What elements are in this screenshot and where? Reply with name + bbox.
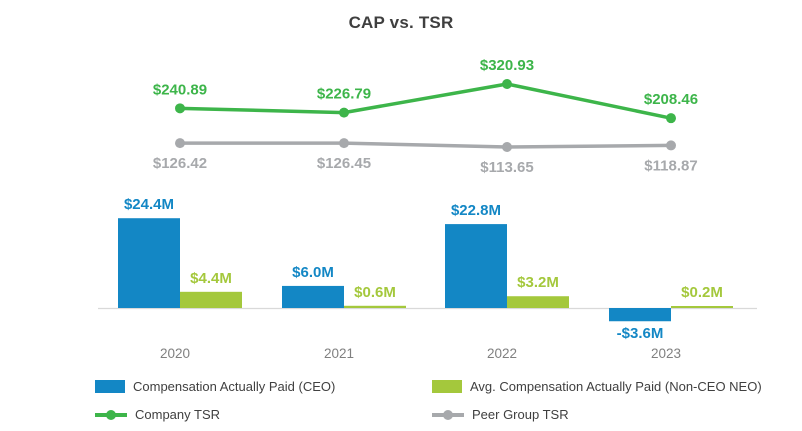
- line-label-peer-tsr-2023: $118.87: [644, 157, 697, 174]
- axis-label-2021: 2021: [324, 346, 354, 361]
- bar-neo-2020: [180, 291, 242, 308]
- chart-legend: Compensation Actually Paid (CEO) Avg. Co…: [95, 379, 767, 422]
- bar-label-ceo-2020: $24.4M: [124, 196, 174, 213]
- chart-title: CAP vs. TSR: [348, 13, 454, 32]
- bar-neo-2021: [344, 305, 406, 308]
- peer-tsr-dot-icon: [443, 409, 453, 420]
- axis-label-2022: 2022: [487, 346, 517, 361]
- legend-label-cap-ceo: Compensation Actually Paid (CEO): [133, 379, 336, 394]
- legend-item-cap-neo: Avg. Compensation Actually Paid (Non-CEO…: [432, 379, 767, 394]
- line-company-tsr: [178, 82, 673, 120]
- bar-ceo-2020: [118, 218, 180, 308]
- legend-label-company-tsr: Company TSR: [135, 407, 221, 422]
- axis-label-2020: 2020: [160, 346, 190, 361]
- marker-peer-tsr-2022: [502, 142, 512, 152]
- bar-label-ceo-2021: $6.0M: [292, 264, 334, 281]
- line-label-peer-tsr-2022: $113.65: [480, 159, 533, 176]
- bar-label-ceo-2023: -$3.6M: [617, 325, 664, 342]
- marker-peer-tsr-2023: [666, 140, 676, 151]
- bar-ceo-2023: [609, 308, 671, 322]
- line-label-peer-tsr-2021: $126.45: [317, 155, 371, 172]
- peer-tsr-swatch: [432, 408, 464, 421]
- legend-item-company-tsr: Company TSR: [95, 407, 432, 422]
- neo-bar-swatch: [432, 380, 462, 393]
- legend-item-cap-ceo: Compensation Actually Paid (CEO): [95, 379, 432, 394]
- line-label-company-tsr-2023: $208.46: [644, 91, 698, 108]
- bar-neo-2023: [671, 306, 733, 308]
- marker-company-tsr-2021: [339, 107, 349, 118]
- marker-peer-tsr-2021: [339, 138, 349, 149]
- line-label-peer-tsr-2020: $126.42: [153, 155, 207, 172]
- bar-label-neo-2021: $0.6M: [354, 284, 396, 301]
- bar-label-neo-2023: $0.2M: [681, 284, 723, 301]
- company-tsr-swatch: [95, 408, 127, 421]
- legend-item-peer-tsr: Peer Group TSR: [432, 407, 767, 422]
- bar-neo-2022: [507, 296, 569, 308]
- marker-company-tsr-2022: [502, 79, 512, 90]
- line-label-company-tsr-2021: $226.79: [317, 86, 371, 103]
- bar-ceo-2021: [282, 285, 344, 308]
- legend-label-peer-tsr: Peer Group TSR: [472, 407, 569, 422]
- marker-company-tsr-2023: [666, 113, 676, 124]
- marker-peer-tsr-2020: [175, 138, 185, 149]
- bar-label-neo-2022: $3.2M: [517, 274, 559, 291]
- line-peer-tsr: [178, 141, 673, 149]
- company-tsr-dot-icon: [106, 409, 116, 420]
- bar-label-ceo-2022: $22.8M: [451, 202, 501, 219]
- marker-company-tsr-2020: [175, 103, 185, 114]
- line-label-company-tsr-2022: $320.93: [480, 57, 534, 74]
- bar-label-neo-2020: $4.4M: [190, 270, 232, 287]
- line-label-company-tsr-2020: $240.89: [153, 81, 207, 98]
- axis-label-2023: 2023: [651, 346, 681, 361]
- bar-ceo-2022: [445, 224, 507, 308]
- ceo-bar-swatch: [95, 380, 125, 393]
- legend-label-cap-neo: Avg. Compensation Actually Paid (Non-CEO…: [470, 379, 762, 394]
